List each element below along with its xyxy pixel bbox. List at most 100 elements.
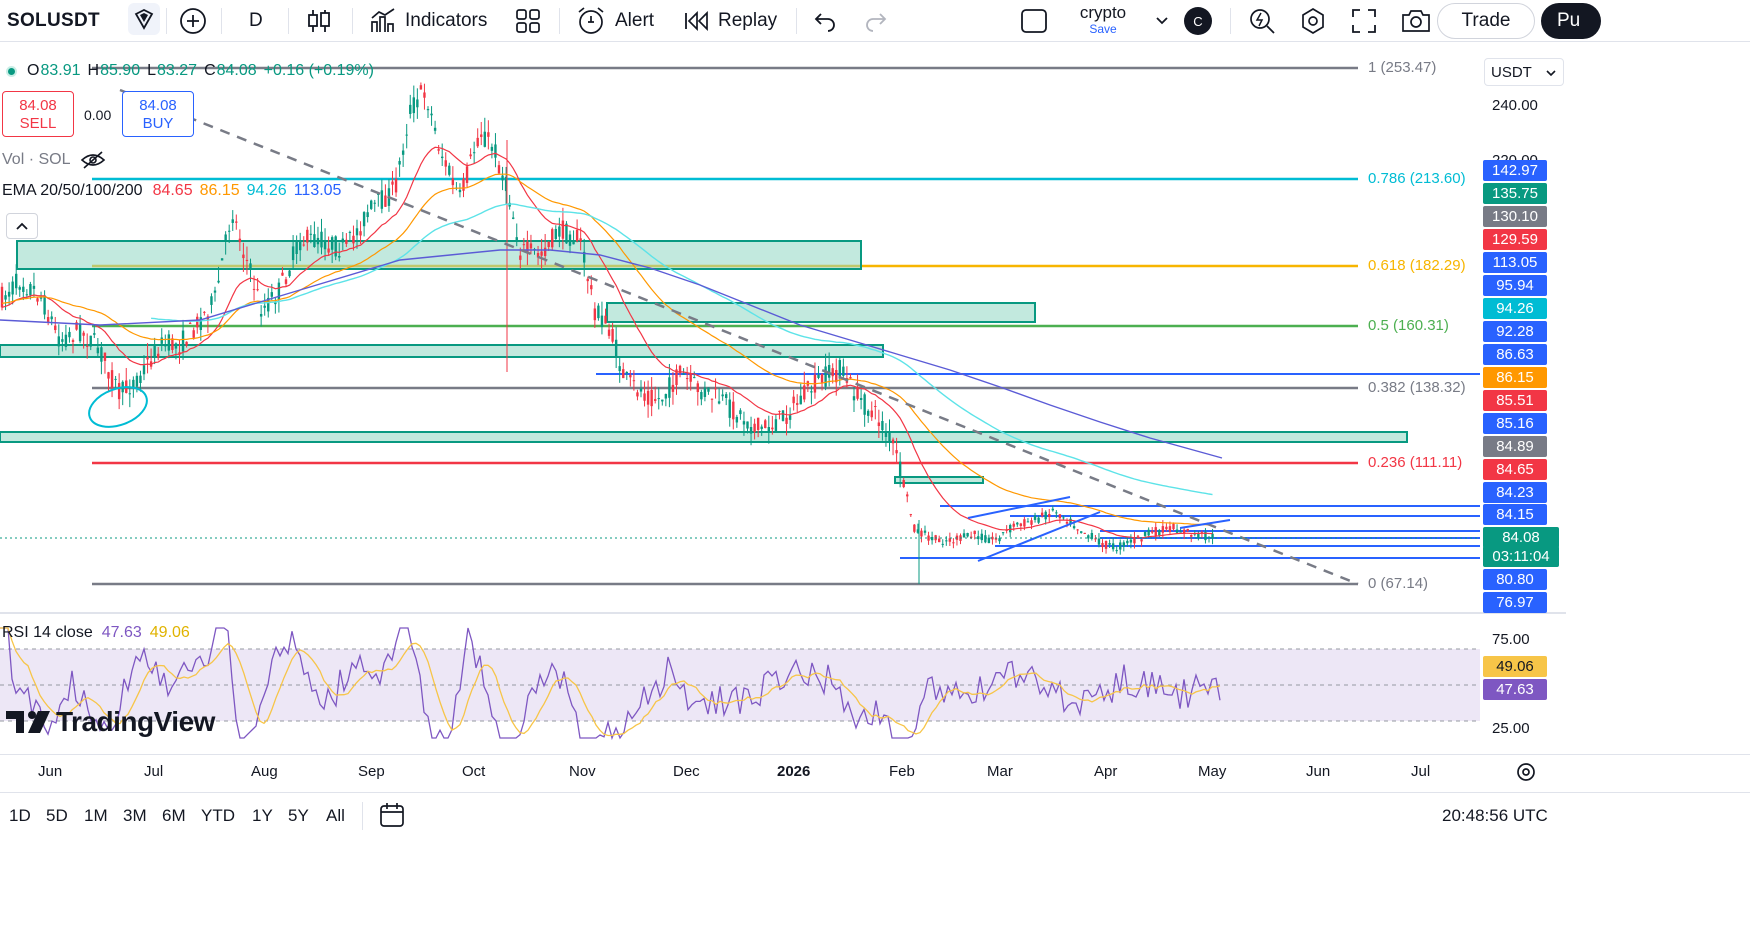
range-button-6m[interactable]: 6M <box>162 806 186 825</box>
layout-menu-button[interactable] <box>1154 6 1170 36</box>
ema-legend[interactable]: EMA 20/50/100/200 84.65 86.15 94.26 113.… <box>0 182 341 200</box>
indicators-button[interactable]: Indicators <box>369 6 487 36</box>
candle-body <box>1076 529 1079 531</box>
candle-body <box>75 322 78 330</box>
time-axis-label: Jun <box>1306 763 1331 780</box>
eye-hidden-icon[interactable] <box>80 150 106 170</box>
candle-body <box>252 288 256 290</box>
chart-canvas[interactable] <box>0 44 1480 754</box>
undo-button[interactable] <box>813 6 837 36</box>
candle-body <box>895 450 898 454</box>
candle-body <box>11 281 14 295</box>
candle-body <box>352 235 355 244</box>
candle-body <box>1051 508 1054 511</box>
axis-settings-button[interactable] <box>1514 760 1538 789</box>
collapse-legend-button[interactable] <box>6 213 38 239</box>
candle-body <box>863 394 866 415</box>
candle-body <box>288 270 291 277</box>
trendline <box>967 496 1071 519</box>
range-button-ytd[interactable]: YTD <box>201 806 235 825</box>
redo-button[interactable] <box>864 6 888 36</box>
range-button-1m[interactable]: 1M <box>84 806 108 825</box>
candle-body <box>306 229 309 243</box>
main-pane[interactable] <box>0 66 1480 586</box>
separator <box>1230 8 1231 34</box>
volume-legend[interactable]: Vol · SOL <box>0 150 106 170</box>
rsi-ma-value: 49.06 <box>149 624 190 641</box>
candle-body <box>874 405 877 407</box>
symbol-name[interactable]: SOLUSDT <box>7 10 100 31</box>
layouts-button[interactable] <box>515 6 541 36</box>
currency-select[interactable]: USDT <box>1484 58 1564 86</box>
candle-body <box>430 113 433 116</box>
candle-body <box>444 160 447 167</box>
candle-body <box>852 396 856 401</box>
time-axis[interactable] <box>0 754 1750 788</box>
candle-body <box>405 134 408 136</box>
fullscreen-button[interactable] <box>1351 6 1377 36</box>
time-axis-label: 2026 <box>777 763 811 780</box>
rsi-legend[interactable]: RSI 14 close 47.63 49.06 <box>0 624 190 642</box>
symbol-search[interactable]: SOLUSDT <box>7 6 100 36</box>
candle-body <box>519 255 522 260</box>
candle-body <box>1175 529 1179 533</box>
symbol-flag-icon <box>128 3 160 35</box>
layout-name-button[interactable]: crypto Save <box>1070 3 1136 36</box>
range-button-5y[interactable]: 5Y <box>288 806 309 825</box>
candle-body <box>1058 514 1062 519</box>
candle-body <box>625 371 628 373</box>
chart-type-button[interactable] <box>306 6 332 36</box>
candle-body <box>1033 515 1037 520</box>
interval-button[interactable]: D <box>249 6 263 36</box>
candle-body <box>654 399 657 401</box>
price-tag: 142.97 <box>1483 160 1547 181</box>
trade-button[interactable]: Trade <box>1437 3 1535 39</box>
settings-button[interactable] <box>1299 6 1327 36</box>
candle-body <box>689 372 692 382</box>
candle-body <box>398 160 401 165</box>
candle-body <box>611 328 614 342</box>
candle-body <box>923 530 927 533</box>
gear-icon <box>1302 8 1324 34</box>
price-tag: 84.15 <box>1483 504 1547 525</box>
range-button-5d[interactable]: 5D <box>46 806 68 825</box>
goto-date-button[interactable] <box>378 801 406 834</box>
candle-body <box>501 175 504 181</box>
replay-button[interactable]: Replay <box>684 6 777 36</box>
calendar-icon <box>380 803 404 827</box>
alert-button[interactable]: Alert <box>576 6 654 36</box>
range-button-1y[interactable]: 1Y <box>252 806 273 825</box>
rsi-line <box>0 627 1221 741</box>
tradingview-logo[interactable]: TradingView <box>6 706 215 738</box>
candle-body <box>831 368 834 377</box>
fib-level-label: 0.236 (111.11) <box>1368 454 1463 471</box>
candle-body <box>675 369 678 386</box>
price-tag: 95.94 <box>1483 275 1547 296</box>
candle-body <box>760 426 763 429</box>
candle-body <box>767 426 770 432</box>
utc-clock[interactable]: 20:48:56 UTC <box>1442 806 1548 825</box>
candle-body <box>973 530 976 535</box>
candle-body <box>309 233 313 235</box>
candle-body <box>586 278 589 282</box>
rsi-pane[interactable] <box>0 627 1480 741</box>
candle-body <box>1104 541 1108 549</box>
change-value: +0.16 (+0.19%) <box>263 62 374 79</box>
candle-body <box>359 231 362 236</box>
range-button-1d[interactable]: 1D <box>9 806 31 825</box>
layout-toggle-button[interactable] <box>1020 6 1048 36</box>
symbol-flag-button[interactable] <box>128 3 160 35</box>
range-button-all[interactable]: All <box>326 806 345 825</box>
buy-button[interactable]: 84.08 BUY <box>122 91 194 137</box>
avatar[interactable]: C <box>1184 7 1212 35</box>
pane-divider[interactable] <box>0 612 1566 614</box>
compare-add-button[interactable] <box>179 6 207 36</box>
range-button-3m[interactable]: 3M <box>123 806 147 825</box>
quick-search-button[interactable] <box>1248 6 1276 36</box>
publish-button[interactable]: Pu <box>1541 3 1601 39</box>
snapshot-button[interactable] <box>1401 6 1431 36</box>
alert-label: Alert <box>615 10 655 31</box>
time-axis-label: Apr <box>1094 763 1118 780</box>
sell-button[interactable]: 84.08 SELL <box>2 91 74 137</box>
ema-label: EMA 20/50/100/200 <box>2 182 143 199</box>
